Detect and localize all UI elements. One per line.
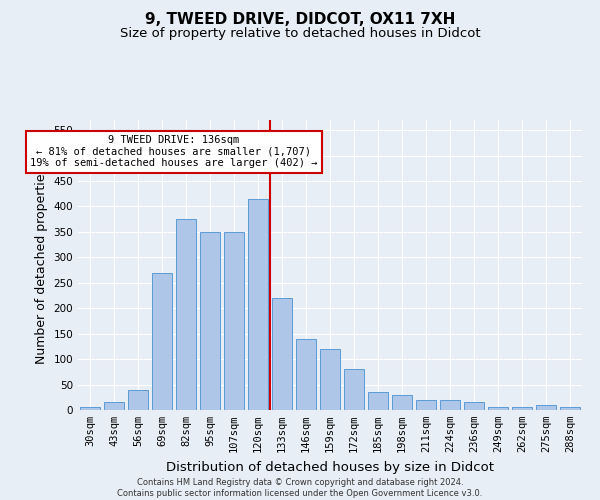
Bar: [200, 232, 220, 410]
Bar: [488, 408, 508, 410]
Bar: [248, 199, 268, 410]
Bar: [440, 400, 460, 410]
Text: Contains HM Land Registry data © Crown copyright and database right 2024.
Contai: Contains HM Land Registry data © Crown c…: [118, 478, 482, 498]
Bar: [128, 390, 148, 410]
Bar: [464, 402, 484, 410]
Bar: [176, 219, 196, 410]
Text: Size of property relative to detached houses in Didcot: Size of property relative to detached ho…: [119, 28, 481, 40]
Bar: [104, 402, 124, 410]
Bar: [224, 232, 244, 410]
Text: 9 TWEED DRIVE: 136sqm
← 81% of detached houses are smaller (1,707)
19% of semi-d: 9 TWEED DRIVE: 136sqm ← 81% of detached …: [30, 136, 318, 168]
Bar: [416, 400, 436, 410]
Bar: [320, 349, 340, 410]
Bar: [512, 408, 532, 410]
Bar: [392, 394, 412, 410]
Bar: [368, 392, 388, 410]
Bar: [152, 272, 172, 410]
Bar: [296, 339, 316, 410]
Y-axis label: Number of detached properties: Number of detached properties: [35, 166, 48, 364]
Text: 9, TWEED DRIVE, DIDCOT, OX11 7XH: 9, TWEED DRIVE, DIDCOT, OX11 7XH: [145, 12, 455, 28]
Bar: [536, 405, 556, 410]
Bar: [80, 408, 100, 410]
X-axis label: Distribution of detached houses by size in Didcot: Distribution of detached houses by size …: [166, 460, 494, 473]
Bar: [344, 370, 364, 410]
Bar: [272, 298, 292, 410]
Bar: [560, 408, 580, 410]
